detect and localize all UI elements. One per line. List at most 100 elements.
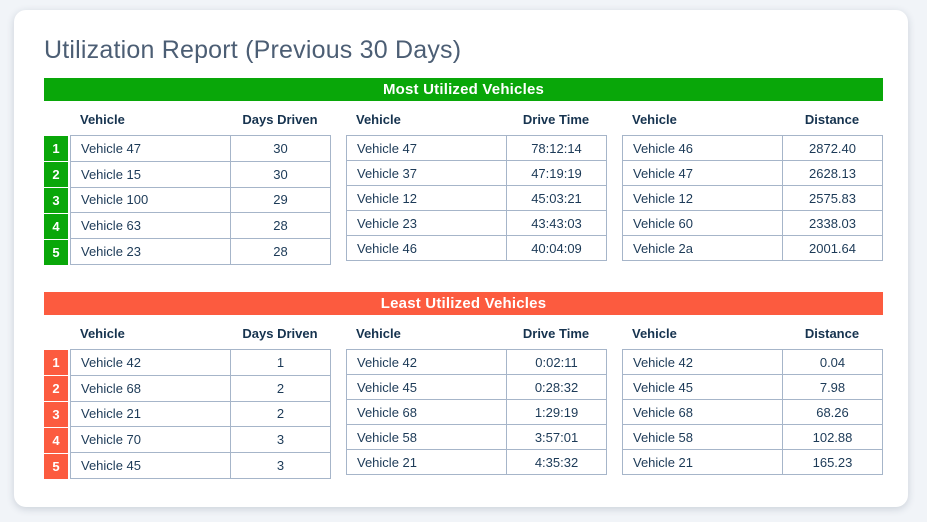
table-row: Vehicle 21 4:35:32 (346, 449, 607, 475)
table-body: 1 2 3 4 5 Vehicle 47 30 Vehicle 15 30 Vehicle 100… (44, 135, 331, 265)
cell-vehicle: Vehicle 45 (346, 374, 507, 400)
cell-value: 165.23 (782, 449, 883, 475)
cell-value: 7.98 (782, 374, 883, 400)
cell-value: 4:35:32 (506, 449, 607, 475)
table-row: Vehicle 46 2872.40 (622, 135, 883, 161)
table-row: Vehicle 45 3 (70, 452, 331, 479)
data-table: Vehicle 42 0.04 Vehicle 45 7.98 Vehicle 68 68… (622, 349, 883, 475)
cell-value: 2872.40 (782, 135, 883, 161)
cell-vehicle: Vehicle 45 (70, 452, 231, 479)
rank-badge: 4 (44, 427, 68, 453)
table-body: Vehicle 46 2872.40 Vehicle 47 2628.13 Vehicl… (622, 135, 883, 261)
rank-badge: 3 (44, 401, 68, 427)
table-row: Vehicle 68 1:29:19 (346, 399, 607, 425)
table-body: Vehicle 42 0.04 Vehicle 45 7.98 Vehicle 68 68… (622, 349, 883, 475)
cell-vehicle: Vehicle 12 (622, 185, 783, 211)
table-row: Vehicle 2a 2001.64 (622, 235, 883, 261)
cell-vehicle: Vehicle 47 (346, 135, 507, 161)
table-header-row: Vehicle Distance (622, 103, 883, 135)
cell-vehicle: Vehicle 60 (622, 210, 783, 236)
cell-value: 1 (230, 349, 331, 376)
cell-value: 2001.64 (782, 235, 883, 261)
cell-vehicle: Vehicle 45 (622, 374, 783, 400)
cell-vehicle: Vehicle 42 (622, 349, 783, 375)
cell-value: 2575.83 (782, 185, 883, 211)
table-row: Vehicle 46 40:04:09 (346, 235, 607, 261)
cell-value: 2628.13 (782, 160, 883, 186)
table-row: Vehicle 68 68.26 (622, 399, 883, 425)
cell-vehicle: Vehicle 21 (622, 449, 783, 475)
cell-vehicle: Vehicle 68 (346, 399, 507, 425)
rank-badge: 3 (44, 187, 68, 213)
table-row: Vehicle 100 29 (70, 186, 331, 214)
section-most-utilized: Most Utilized Vehicles Vehicle Days Driven… (44, 78, 883, 265)
cell-value: 1:29:19 (506, 399, 607, 425)
table-body: Vehicle 42 0:02:11 Vehicle 45 0:28:32 Vehicl… (346, 349, 607, 475)
rank-badge: 1 (44, 350, 68, 375)
table-row: Vehicle 47 2628.13 (622, 160, 883, 186)
cell-vehicle: Vehicle 15 (70, 160, 231, 188)
table-row: Vehicle 42 0.04 (622, 349, 883, 375)
data-table: Vehicle 47 30 Vehicle 15 30 Vehicle 100 29 Veh… (70, 135, 331, 265)
cell-vehicle: Vehicle 100 (70, 186, 231, 214)
column-header-drive-time: Drive Time (522, 111, 590, 127)
cell-value: 3 (230, 426, 331, 454)
section-banner-most-utilized: Most Utilized Vehicles (44, 78, 883, 101)
table-row: Vehicle 42 0:02:11 (346, 349, 607, 375)
cell-vehicle: Vehicle 47 (70, 135, 231, 162)
cell-value: 2338.03 (782, 210, 883, 236)
column-header-vehicle: Vehicle (632, 325, 677, 341)
cell-vehicle: Vehicle 46 (346, 235, 507, 261)
table-header-row: Vehicle Drive Time (346, 103, 607, 135)
column-header-vehicle: Vehicle (632, 111, 677, 127)
cell-vehicle: Vehicle 23 (346, 210, 507, 236)
cell-value: 45:03:21 (506, 185, 607, 211)
data-table: Vehicle 42 1 Vehicle 68 2 Vehicle 21 2 Vehicle… (70, 349, 331, 479)
cell-vehicle: Vehicle 21 (70, 400, 231, 428)
cell-vehicle: Vehicle 58 (622, 424, 783, 450)
table-least-utilized-drive-time: Vehicle Drive Time Vehicle 42 0:02:11 Vehicl… (346, 317, 607, 479)
table-row: Vehicle 68 2 (70, 374, 331, 402)
table-header-row: Vehicle Days Driven (44, 317, 331, 349)
table-header-row: Vehicle Drive Time (346, 317, 607, 349)
cell-vehicle: Vehicle 63 (70, 212, 231, 240)
report-card: Utilization Report (Previous 30 Days) Mo… (14, 10, 908, 507)
data-table: Vehicle 42 0:02:11 Vehicle 45 0:28:32 Vehicl… (346, 349, 607, 475)
table-row: Vehicle 47 78:12:14 (346, 135, 607, 161)
cell-value: 3 (230, 452, 331, 479)
cell-vehicle: Vehicle 47 (622, 160, 783, 186)
cell-value: 29 (230, 186, 331, 214)
column-header-days-driven: Days Driven (242, 325, 318, 341)
table-most-utilized-days-driven: Vehicle Days Driven 1 2 3 4 5 Vehicle 47 30 Vehic… (44, 103, 331, 265)
cell-value: 102.88 (782, 424, 883, 450)
table-row: Vehicle 47 30 (70, 135, 331, 162)
column-header-days-driven: Days Driven (242, 111, 318, 127)
cell-value: 30 (230, 160, 331, 188)
table-body: Vehicle 47 78:12:14 Vehicle 37 47:19:19 Vehi… (346, 135, 607, 261)
rank-badge: 1 (44, 136, 68, 161)
cell-value: 2 (230, 374, 331, 402)
column-header-distance: Distance (804, 325, 860, 341)
data-table: Vehicle 47 78:12:14 Vehicle 37 47:19:19 Vehi… (346, 135, 607, 261)
table-row: Vehicle 45 7.98 (622, 374, 883, 400)
column-header-vehicle: Vehicle (356, 325, 401, 341)
column-header-drive-time: Drive Time (522, 325, 590, 341)
cell-vehicle: Vehicle 46 (622, 135, 783, 161)
page-title: Utilization Report (Previous 30 Days) (44, 36, 462, 64)
column-header-vehicle: Vehicle (356, 111, 401, 127)
table-row: Vehicle 21 165.23 (622, 449, 883, 475)
cell-value: 0:28:32 (506, 374, 607, 400)
table-row: Vehicle 23 43:43:03 (346, 210, 607, 236)
table-row: Vehicle 70 3 (70, 426, 331, 454)
table-row: Vehicle 23 28 (70, 238, 331, 265)
column-header-vehicle: Vehicle (80, 111, 125, 127)
cell-vehicle: Vehicle 70 (70, 426, 231, 454)
cell-value: 47:19:19 (506, 160, 607, 186)
column-header-distance: Distance (804, 111, 860, 127)
cell-vehicle: Vehicle 42 (346, 349, 507, 375)
cell-vehicle: Vehicle 58 (346, 424, 507, 450)
table-row: Vehicle 58 102.88 (622, 424, 883, 450)
cell-value: 68.26 (782, 399, 883, 425)
